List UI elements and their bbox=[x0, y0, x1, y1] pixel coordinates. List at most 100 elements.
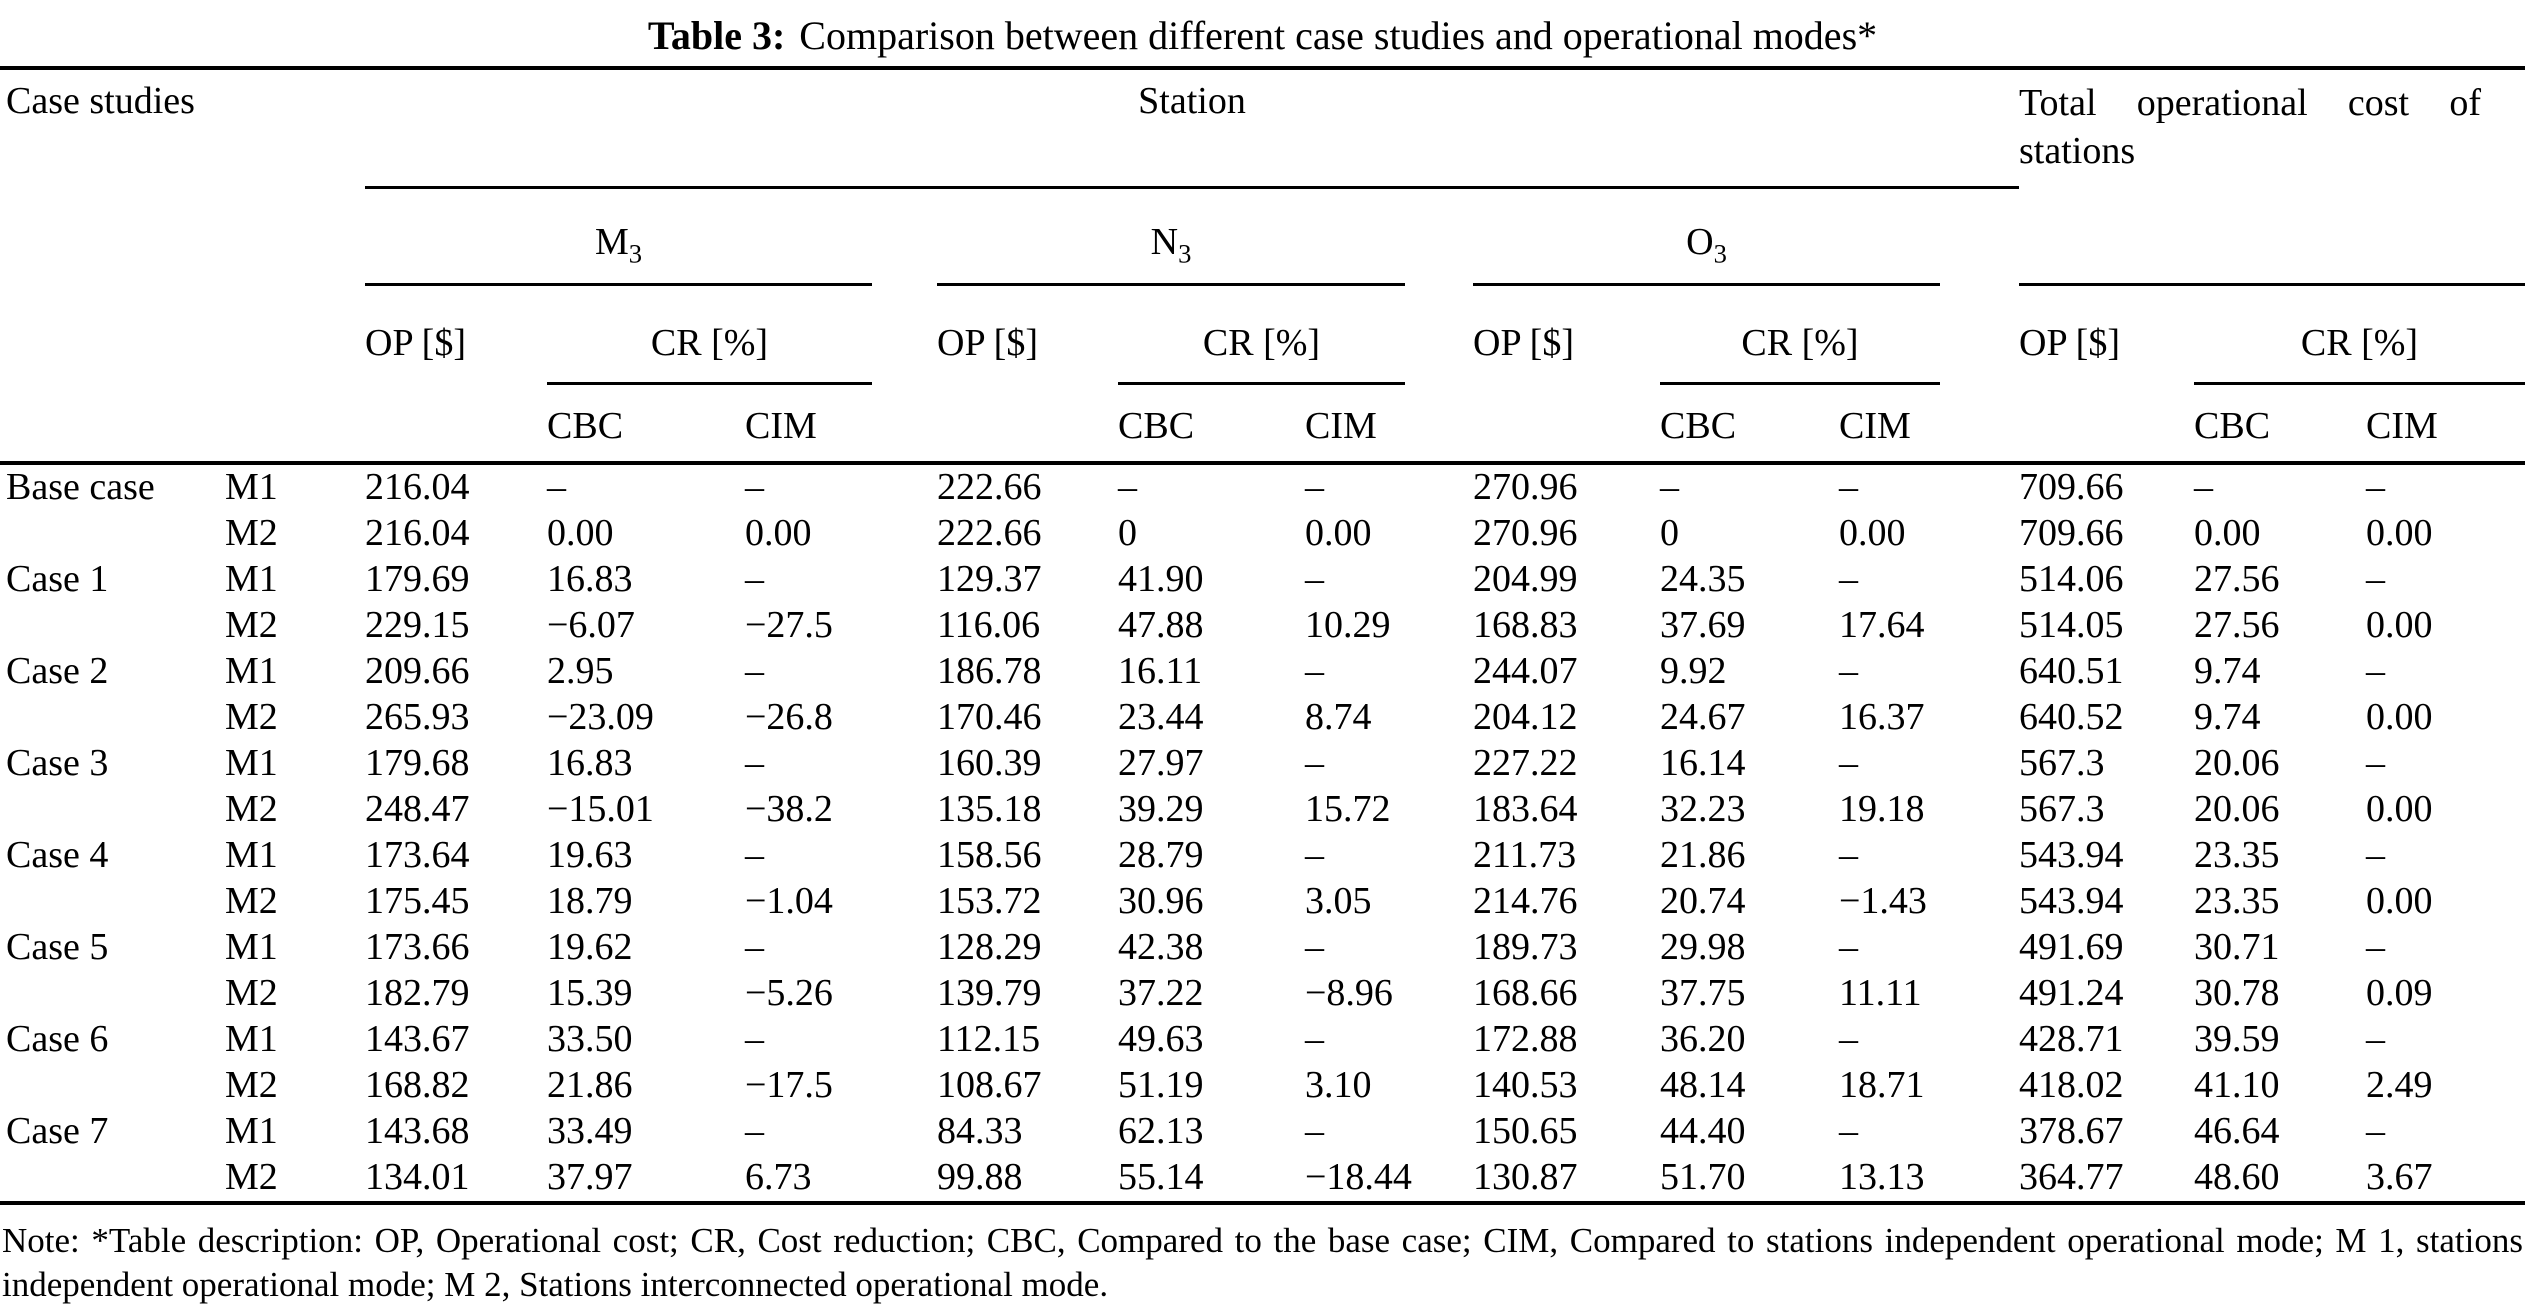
cell-value: −15.01 bbox=[547, 788, 654, 831]
cell-value: −5.26 bbox=[745, 972, 833, 1015]
cell-mode: M1 bbox=[225, 466, 278, 509]
cell-value: 0.00 bbox=[2366, 512, 2433, 555]
cell-value: 514.05 bbox=[2019, 604, 2124, 647]
cell-value: 134.01 bbox=[365, 1156, 470, 1199]
cell-value: – bbox=[745, 1018, 764, 1061]
cell-value: 112.15 bbox=[937, 1018, 1041, 1061]
cell-value: 640.52 bbox=[2019, 696, 2124, 739]
cell-mode: M2 bbox=[225, 972, 278, 1015]
cell-value: – bbox=[2366, 834, 2385, 877]
cell-value: 20.06 bbox=[2194, 788, 2280, 831]
cell-value: 16.83 bbox=[547, 558, 633, 601]
header-cim-total: CIM bbox=[2366, 405, 2438, 448]
cell-value: – bbox=[1305, 834, 1324, 877]
cell-value: 62.13 bbox=[1118, 1110, 1204, 1153]
group-n-label: N bbox=[1150, 220, 1179, 263]
cell-value: 23.35 bbox=[2194, 880, 2280, 923]
cell-value: – bbox=[547, 466, 566, 509]
cell-value: 0.00 bbox=[745, 512, 812, 555]
cell-value: 179.69 bbox=[365, 558, 470, 601]
cell-value: −8.96 bbox=[1305, 972, 1393, 1015]
table-header: Case studies Station Total operational c… bbox=[0, 66, 2525, 465]
cell-value: 47.88 bbox=[1118, 604, 1204, 647]
header-op-total: OP [$] bbox=[2019, 322, 2120, 365]
cell-value: 3.05 bbox=[1305, 880, 1372, 923]
cell-value: 11.11 bbox=[1839, 972, 1922, 1015]
cell-value: 222.66 bbox=[937, 512, 1042, 555]
cell-value: 10.29 bbox=[1305, 604, 1391, 647]
cell-value: 37.97 bbox=[547, 1156, 633, 1199]
group-m-label: M bbox=[594, 220, 629, 263]
bottom-rule bbox=[0, 1201, 2525, 1205]
cell-case-study bbox=[0, 603, 225, 649]
cell-value: 41.10 bbox=[2194, 1064, 2280, 1107]
cell-value: – bbox=[1839, 650, 1858, 693]
header-op-m3: OP [$] bbox=[365, 322, 466, 365]
cell-value: 19.18 bbox=[1839, 788, 1925, 831]
cell-value: 0.00 bbox=[2366, 880, 2433, 923]
top-rule bbox=[0, 66, 2525, 70]
header-cr-m3: CR [%] bbox=[650, 322, 769, 365]
cell-value: 130.87 bbox=[1473, 1156, 1578, 1199]
cell-value: 378.67 bbox=[2019, 1110, 2124, 1153]
cell-value: 491.24 bbox=[2019, 972, 2124, 1015]
cell-value: 24.67 bbox=[1660, 696, 1746, 739]
cell-value: 13.13 bbox=[1839, 1156, 1925, 1199]
cell-value: – bbox=[2366, 742, 2385, 785]
cell-value: 28.79 bbox=[1118, 834, 1204, 877]
cell-value: – bbox=[1305, 650, 1324, 693]
table-row: M2 248.47 −15.01 −38.2 135.18 39.29 15.72 183.6… bbox=[0, 787, 2525, 833]
cell-mode: M1 bbox=[225, 650, 278, 693]
cell-value: – bbox=[1305, 926, 1324, 969]
table-row: Base case M1 216.04 – – 222.66 – – 270.96 – – 709.6… bbox=[0, 465, 2525, 511]
cell-value: – bbox=[2366, 1018, 2385, 1061]
cell-value: 16.83 bbox=[547, 742, 633, 785]
cell-value: 116.06 bbox=[937, 604, 1041, 647]
cell-value: 37.22 bbox=[1118, 972, 1204, 1015]
cell-value: 211.73 bbox=[1473, 834, 1577, 877]
cell-value: 209.66 bbox=[365, 650, 470, 693]
table-row: M2 265.93 −23.09 −26.8 170.46 23.44 8.74 204.12… bbox=[0, 695, 2525, 741]
cell-value: – bbox=[2366, 558, 2385, 601]
cell-value: 491.69 bbox=[2019, 926, 2124, 969]
cell-value: 270.96 bbox=[1473, 466, 1578, 509]
cell-value: 9.74 bbox=[2194, 696, 2261, 739]
cell-value: 364.77 bbox=[2019, 1156, 2124, 1199]
cell-mode: M2 bbox=[225, 880, 278, 923]
cell-value: – bbox=[1305, 742, 1324, 785]
cell-case-study: Case 7 bbox=[6, 1110, 109, 1153]
cell-value: 39.59 bbox=[2194, 1018, 2280, 1061]
cell-value: 0.00 bbox=[2366, 788, 2433, 831]
header-cim-n3: CIM bbox=[1305, 405, 1377, 448]
cell-value: 3.67 bbox=[2366, 1156, 2433, 1199]
cell-value: 229.15 bbox=[365, 604, 470, 647]
header-cim-o3: CIM bbox=[1839, 405, 1911, 448]
cell-value: −26.8 bbox=[745, 696, 833, 739]
cell-value: 19.63 bbox=[547, 834, 633, 877]
cell-value: 29.98 bbox=[1660, 926, 1746, 969]
cell-value: 37.75 bbox=[1660, 972, 1746, 1015]
cell-value: 2.49 bbox=[2366, 1064, 2433, 1107]
cell-value: −23.09 bbox=[547, 696, 654, 739]
cell-value: – bbox=[1660, 466, 1679, 509]
cell-case-study: Case 2 bbox=[6, 650, 109, 693]
table-row: Case 3 M1 179.68 16.83 – 160.39 27.97 – 227.22 16… bbox=[0, 741, 2525, 787]
cell-value: 18.71 bbox=[1839, 1064, 1925, 1107]
cell-value: 41.90 bbox=[1118, 558, 1204, 601]
header-cim-m3: CIM bbox=[745, 405, 817, 448]
cell-value: 108.67 bbox=[937, 1064, 1042, 1107]
cell-value: 46.64 bbox=[2194, 1110, 2280, 1153]
station-rule bbox=[0, 186, 2525, 189]
cell-value: 173.64 bbox=[365, 834, 470, 877]
cell-value: 8.74 bbox=[1305, 696, 1372, 739]
cell-value: −6.07 bbox=[547, 604, 635, 647]
header-cr-n3: CR [%] bbox=[1202, 322, 1321, 365]
table-row: Case 2 M1 209.66 2.95 – 186.78 16.11 – 244.07 9.9… bbox=[0, 649, 2525, 695]
cell-value: – bbox=[1839, 834, 1858, 877]
cell-value: 204.99 bbox=[1473, 558, 1578, 601]
cell-value: 139.79 bbox=[937, 972, 1042, 1015]
cell-value: 175.45 bbox=[365, 880, 470, 923]
cell-case-study bbox=[0, 1155, 225, 1201]
header-group-n3: N3 bbox=[937, 221, 1405, 269]
